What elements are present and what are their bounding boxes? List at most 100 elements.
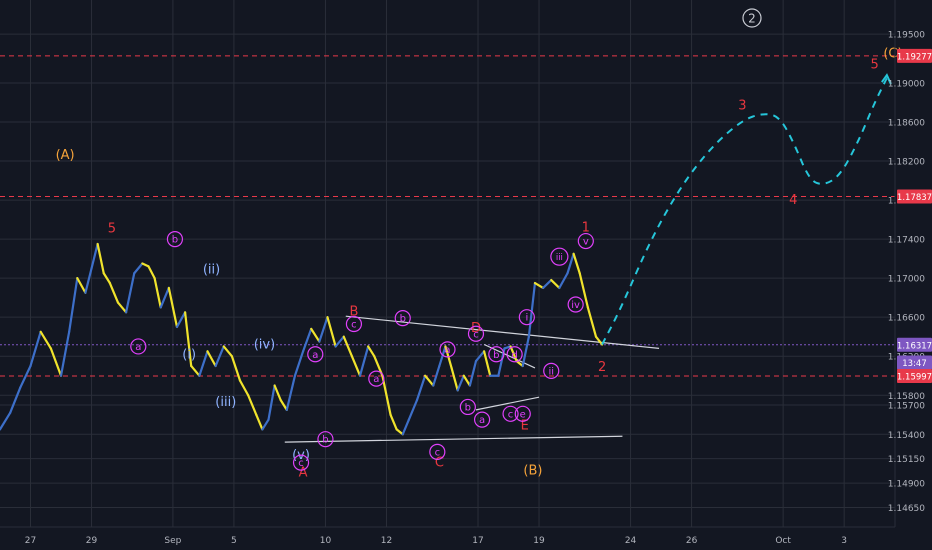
price-segment <box>76 277 87 294</box>
price-segment <box>550 278 561 289</box>
price-tag-label: 1.15997 <box>897 373 932 383</box>
badge[interactable]: 2 <box>742 8 762 28</box>
wave-label: 5 <box>871 57 879 72</box>
wave-label: b <box>172 235 178 246</box>
wave-label-circle <box>550 247 569 266</box>
wave-label: c <box>298 458 304 469</box>
price-tick-label: 1.15800 <box>888 392 925 402</box>
wave-label: v <box>583 237 589 248</box>
wave-label: a <box>479 415 485 426</box>
time-tick-label: Sep <box>164 536 181 546</box>
price-tick-label: 1.15150 <box>888 455 925 465</box>
price-segment <box>206 350 217 368</box>
wave-label-circle <box>467 325 485 342</box>
price-segment <box>572 252 581 275</box>
wave-label: (i) <box>182 347 196 362</box>
price-segment <box>407 399 419 421</box>
horizontal-levels[interactable] <box>0 55 895 377</box>
wave-label: iv <box>571 300 580 311</box>
trendlines[interactable] <box>284 315 660 443</box>
price-tick-label: 1.14900 <box>888 480 925 490</box>
price-segment <box>9 386 22 414</box>
wave-label: (iii) <box>215 395 236 410</box>
price-axis[interactable]: 1.195001.190001.186001.182001.178001.174… <box>888 31 925 514</box>
price-segment <box>558 272 569 289</box>
wave-label: 2 <box>598 360 606 375</box>
price-segment <box>515 359 524 368</box>
wave-label: 3 <box>738 98 746 113</box>
price-segment <box>39 330 52 350</box>
wave-label: c <box>473 329 479 340</box>
wave-label-circle <box>473 411 491 428</box>
wave-label: c <box>351 320 357 331</box>
price-segment <box>102 272 111 285</box>
wave-label: 1 <box>582 220 590 235</box>
price-segment <box>450 366 459 392</box>
projection-line[interactable] <box>601 77 888 345</box>
price-tag-box <box>897 337 932 352</box>
price-segment <box>84 267 93 294</box>
projection-path[interactable] <box>601 73 892 345</box>
wave-label: (A) <box>56 148 75 163</box>
wave-label-circle <box>307 346 324 363</box>
price-tag-label: 1.19277 <box>897 52 932 62</box>
wave-label: a <box>135 342 141 353</box>
wave-label: (ii) <box>203 262 220 277</box>
price-segment <box>285 374 297 411</box>
price-segment <box>108 281 120 304</box>
wave-label: d <box>511 350 517 361</box>
price-segment <box>415 374 427 402</box>
wave-label: c <box>435 447 441 458</box>
time-axis[interactable]: 27 29 Sep 5 10 12 17 19 24 26 Oct 3 <box>25 536 847 546</box>
price-segment <box>326 316 337 348</box>
badge-label: 2 <box>748 12 756 26</box>
wave-label: iii <box>556 253 563 263</box>
price-segment <box>389 413 398 431</box>
price-tag-label: 1.16317 <box>897 341 932 351</box>
trendline-2[interactable] <box>475 396 540 411</box>
trendline-1[interactable] <box>284 435 623 443</box>
price-segment <box>358 345 370 377</box>
wave-labels: (A)(B)(C)5BDACE12345ba(ii)(i)(iv)(iii)(v… <box>56 47 903 481</box>
price-segment <box>310 327 321 343</box>
time-tick-label: Oct <box>775 536 791 546</box>
wave-label: C <box>435 456 444 471</box>
projection-arrowhead <box>881 73 892 85</box>
wave-label-circle <box>567 296 584 313</box>
price-segment <box>273 384 282 402</box>
price-segment <box>432 364 441 387</box>
time-tick-label: 10 <box>320 536 332 546</box>
price-segment <box>190 364 201 377</box>
trendline-0[interactable] <box>345 315 660 350</box>
price-segment <box>521 335 530 368</box>
wave-label: E <box>521 419 529 434</box>
price-segment <box>293 350 305 377</box>
price-segment <box>527 281 537 338</box>
wave-label-circle <box>292 454 310 471</box>
price-segment <box>153 277 162 309</box>
wave-label: b <box>465 402 471 413</box>
price-segment <box>261 418 270 431</box>
price-tick-label: 1.16600 <box>888 314 925 324</box>
wave-label: ii <box>548 366 554 377</box>
price-segment <box>334 335 345 348</box>
price-tag-label: 1.17837 <box>897 193 932 203</box>
price-tags: 1.19277 1.17837 1.16317 13:47 1.15997 <box>897 48 932 384</box>
wave-label-circle <box>502 405 519 422</box>
price-segment <box>247 394 258 416</box>
price-tick-label: 1.19500 <box>888 31 925 41</box>
time-tick-label: 29 <box>86 536 98 546</box>
time-tick-label: 12 <box>381 536 392 546</box>
price-tag-label: 13:47 <box>902 359 927 369</box>
wave-label-circle <box>439 341 456 358</box>
wave-label: a <box>312 350 318 361</box>
price-segment <box>49 347 63 377</box>
wave-label: e <box>520 409 526 420</box>
wave-label-circle <box>543 362 560 379</box>
price-tick-label: 1.15700 <box>888 402 925 412</box>
price-segment <box>279 399 288 411</box>
price-segment <box>474 350 486 363</box>
wave-label: 4 <box>789 193 797 208</box>
price-segment <box>19 364 32 389</box>
